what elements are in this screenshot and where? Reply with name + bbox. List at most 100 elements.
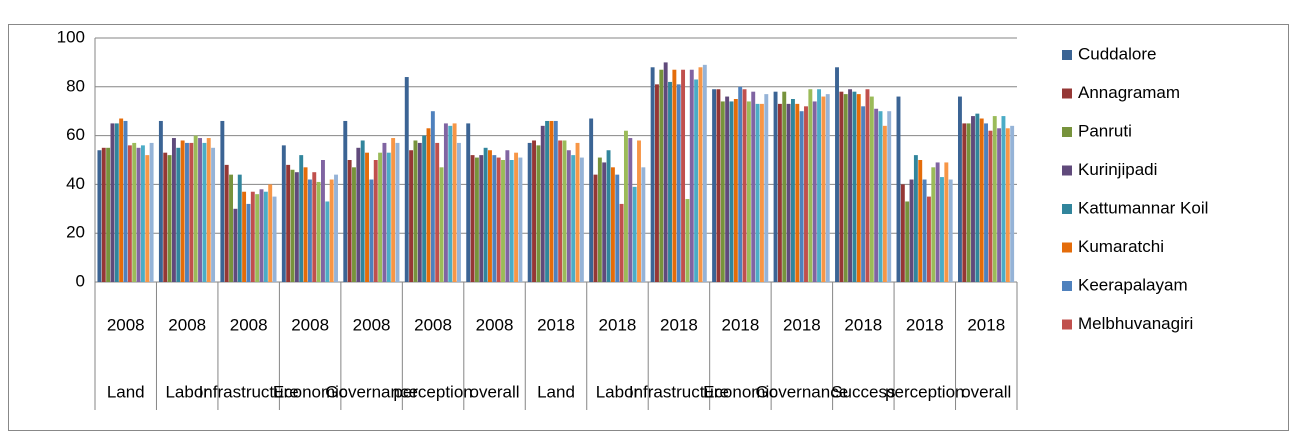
bar <box>944 162 949 282</box>
x-tick-label: perception <box>885 382 964 401</box>
bar <box>975 113 980 282</box>
bar <box>540 125 545 282</box>
x-group-label: 2008 <box>230 315 268 334</box>
bar <box>483 147 488 282</box>
bar <box>694 79 699 282</box>
legend-swatch <box>1062 50 1072 60</box>
bar <box>360 140 365 282</box>
bar <box>926 196 931 282</box>
bar <box>220 120 225 283</box>
bar <box>136 147 141 282</box>
y-tick-label: 0 <box>76 271 85 290</box>
bar <box>808 89 813 283</box>
bar <box>1005 128 1010 282</box>
bar <box>505 150 510 282</box>
bar <box>689 69 694 282</box>
y-tick-label: 40 <box>66 174 85 193</box>
bar <box>263 191 268 282</box>
bar <box>488 150 492 282</box>
y-tick-label: 80 <box>66 76 85 95</box>
bar <box>619 203 624 282</box>
bar <box>984 123 989 283</box>
bar <box>869 96 874 282</box>
bar <box>786 103 791 282</box>
x-tick-label: Governance <box>756 382 849 401</box>
bar <box>106 147 111 282</box>
bar <box>659 69 664 282</box>
bar <box>509 160 514 282</box>
bar <box>198 138 202 282</box>
bar <box>733 99 738 282</box>
x-tick-label: Governance <box>325 382 418 401</box>
bar <box>663 62 668 283</box>
bar <box>409 150 414 282</box>
x-group-label: 2008 <box>168 315 206 334</box>
bar <box>597 157 602 282</box>
bar <box>825 94 830 283</box>
bar <box>848 89 853 283</box>
bar <box>940 177 944 282</box>
bar <box>712 89 717 283</box>
bar <box>804 106 808 282</box>
bar <box>303 167 308 282</box>
bar <box>272 196 277 282</box>
bar <box>773 91 778 283</box>
bar <box>325 201 330 282</box>
bar <box>171 138 176 282</box>
bar <box>312 172 317 282</box>
bar <box>294 172 299 282</box>
bar <box>566 150 571 282</box>
bar <box>140 145 145 282</box>
bar <box>887 111 892 282</box>
bar <box>777 103 782 282</box>
bar <box>702 64 707 282</box>
bar <box>922 179 927 282</box>
legend-label: Melbhuvanagiri <box>1078 314 1193 333</box>
x-tick-label: Economic <box>273 382 348 401</box>
bar <box>452 123 457 283</box>
bar <box>211 147 216 282</box>
bar <box>579 157 584 282</box>
bar <box>417 142 422 282</box>
x-group-label: 2018 <box>537 315 575 334</box>
bar <box>738 86 743 282</box>
bar <box>1001 116 1006 282</box>
bar <box>145 155 150 282</box>
bar <box>593 174 598 282</box>
legend-label: Keerapalayam <box>1078 275 1188 294</box>
bar <box>861 106 866 282</box>
bar <box>474 157 479 282</box>
bar <box>395 142 400 282</box>
bar <box>299 155 304 282</box>
bar <box>496 157 501 282</box>
bar <box>549 120 554 283</box>
bar <box>545 120 550 283</box>
bar <box>527 142 532 282</box>
legend-label: Annagramam <box>1078 83 1180 102</box>
bar <box>470 155 475 282</box>
bar <box>759 103 764 282</box>
bar <box>386 152 391 282</box>
bar <box>404 77 409 282</box>
bar <box>764 94 769 283</box>
bar <box>729 101 734 282</box>
legend-swatch <box>1062 281 1072 291</box>
bar <box>655 84 659 282</box>
bar <box>290 169 295 282</box>
x-group-label: 2008 <box>353 315 391 334</box>
bar <box>698 67 703 282</box>
bar <box>817 89 822 283</box>
bar <box>896 96 901 282</box>
legend-swatch <box>1062 204 1072 214</box>
bar <box>602 162 607 282</box>
bar <box>180 140 185 282</box>
x-tick-label: overall <box>961 382 1011 401</box>
bar <box>127 145 132 282</box>
x-group-label: 2018 <box>783 315 821 334</box>
bar <box>913 155 918 282</box>
bar <box>957 96 962 282</box>
x-tick-label: Labor <box>165 382 209 401</box>
bar <box>979 118 984 283</box>
bar <box>918 160 923 282</box>
bar <box>518 157 523 282</box>
